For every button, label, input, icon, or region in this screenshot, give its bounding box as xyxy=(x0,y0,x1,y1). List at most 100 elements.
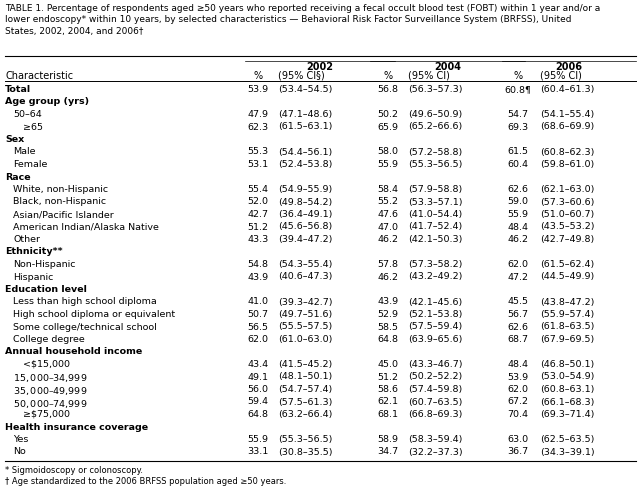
Text: 55.4: 55.4 xyxy=(247,185,269,194)
Text: $15,000–$34,999: $15,000–$34,999 xyxy=(13,372,87,385)
Text: 43.4: 43.4 xyxy=(247,360,269,369)
Text: 54.7: 54.7 xyxy=(508,110,528,119)
Text: 58.0: 58.0 xyxy=(378,147,399,157)
Text: 68.7: 68.7 xyxy=(508,335,528,344)
Text: (53.0–54.9): (53.0–54.9) xyxy=(540,372,594,382)
Text: (36.4–49.1): (36.4–49.1) xyxy=(278,210,333,219)
Text: 68.1: 68.1 xyxy=(378,410,399,419)
Text: 67.2: 67.2 xyxy=(508,398,528,407)
Text: Other: Other xyxy=(13,235,40,244)
Text: (66.1–68.3): (66.1–68.3) xyxy=(540,398,594,407)
Text: (47.1–48.6): (47.1–48.6) xyxy=(278,110,332,119)
Text: (49.8–54.2): (49.8–54.2) xyxy=(278,198,332,206)
Text: (44.5–49.9): (44.5–49.9) xyxy=(540,272,594,282)
Text: (42.1–45.6): (42.1–45.6) xyxy=(408,298,462,306)
Text: (95% CI): (95% CI) xyxy=(408,71,450,81)
Text: (66.8–69.3): (66.8–69.3) xyxy=(408,410,462,419)
Text: Less than high school diploma: Less than high school diploma xyxy=(13,298,157,306)
Text: 34.7: 34.7 xyxy=(378,447,399,456)
Text: (56.3–57.3): (56.3–57.3) xyxy=(408,85,463,94)
Text: 59.0: 59.0 xyxy=(508,198,528,206)
Text: (45.6–56.8): (45.6–56.8) xyxy=(278,223,332,231)
Text: (41.0–54.4): (41.0–54.4) xyxy=(408,210,462,219)
Text: 61.5: 61.5 xyxy=(508,147,528,157)
Text: (55.3–56.5): (55.3–56.5) xyxy=(408,160,462,169)
Text: † Age standardized to the 2006 BRFSS population aged ≥50 years.: † Age standardized to the 2006 BRFSS pop… xyxy=(5,477,287,487)
Text: 70.4: 70.4 xyxy=(508,410,528,419)
Text: TABLE 1. Percentage of respondents aged ≥50 years who reported receiving a fecal: TABLE 1. Percentage of respondents aged … xyxy=(5,4,600,36)
Text: (51.0–60.7): (51.0–60.7) xyxy=(540,210,594,219)
Text: (59.8–61.0): (59.8–61.0) xyxy=(540,160,594,169)
Text: 62.0: 62.0 xyxy=(508,385,528,394)
Text: %: % xyxy=(253,71,263,81)
Text: (60.7–63.5): (60.7–63.5) xyxy=(408,398,462,407)
Text: (68.6–69.9): (68.6–69.9) xyxy=(540,122,594,131)
Text: 55.2: 55.2 xyxy=(378,198,399,206)
Text: 62.6: 62.6 xyxy=(508,185,528,194)
Text: (53.3–57.1): (53.3–57.1) xyxy=(408,198,463,206)
Text: 58.6: 58.6 xyxy=(378,385,399,394)
Text: Race: Race xyxy=(5,172,31,182)
Text: 2002: 2002 xyxy=(306,62,333,72)
Text: 43.3: 43.3 xyxy=(247,235,269,244)
Text: (65.2–66.6): (65.2–66.6) xyxy=(408,122,462,131)
Text: ≥$75,000: ≥$75,000 xyxy=(23,410,70,419)
Text: 55.9: 55.9 xyxy=(508,210,528,219)
Text: (57.5–59.4): (57.5–59.4) xyxy=(408,323,462,331)
Text: (60.4–61.3): (60.4–61.3) xyxy=(540,85,594,94)
Text: 62.6: 62.6 xyxy=(508,323,528,331)
Text: ≥65: ≥65 xyxy=(23,122,43,131)
Text: 60.8¶: 60.8¶ xyxy=(504,85,531,94)
Text: 46.2: 46.2 xyxy=(378,272,399,282)
Text: (57.3–60.6): (57.3–60.6) xyxy=(540,198,594,206)
Text: (62.5–63.5): (62.5–63.5) xyxy=(540,435,594,444)
Text: 58.9: 58.9 xyxy=(378,435,399,444)
Text: (67.9–69.5): (67.9–69.5) xyxy=(540,335,594,344)
Text: (63.9–65.6): (63.9–65.6) xyxy=(408,335,462,344)
Text: (61.8–63.5): (61.8–63.5) xyxy=(540,323,594,331)
Text: Yes: Yes xyxy=(13,435,28,444)
Text: (30.8–35.5): (30.8–35.5) xyxy=(278,447,333,456)
Text: 47.9: 47.9 xyxy=(247,110,269,119)
Text: 62.0: 62.0 xyxy=(508,260,528,269)
Text: (61.5–62.4): (61.5–62.4) xyxy=(540,260,594,269)
Text: White, non-Hispanic: White, non-Hispanic xyxy=(13,185,108,194)
Text: (55.9–57.4): (55.9–57.4) xyxy=(540,310,594,319)
Text: 64.8: 64.8 xyxy=(247,410,269,419)
Text: (34.3–39.1): (34.3–39.1) xyxy=(540,447,595,456)
Text: 50–64: 50–64 xyxy=(13,110,42,119)
Text: 59.4: 59.4 xyxy=(247,398,269,407)
Text: 54.8: 54.8 xyxy=(247,260,269,269)
Text: 45.0: 45.0 xyxy=(378,360,399,369)
Text: (57.5–61.3): (57.5–61.3) xyxy=(278,398,333,407)
Text: 56.5: 56.5 xyxy=(247,323,269,331)
Text: $50,000–$74,999: $50,000–$74,999 xyxy=(13,398,87,409)
Text: 56.0: 56.0 xyxy=(247,385,269,394)
Text: 2006: 2006 xyxy=(556,62,583,72)
Text: (42.1–50.3): (42.1–50.3) xyxy=(408,235,462,244)
Text: (41.5–45.2): (41.5–45.2) xyxy=(278,360,332,369)
Text: 42.7: 42.7 xyxy=(247,210,269,219)
Text: 49.1: 49.1 xyxy=(247,372,269,382)
Text: 58.5: 58.5 xyxy=(378,323,399,331)
Text: * Sigmoidoscopy or colonoscopy.: * Sigmoidoscopy or colonoscopy. xyxy=(5,466,143,475)
Text: 43.9: 43.9 xyxy=(378,298,399,306)
Text: 47.6: 47.6 xyxy=(378,210,399,219)
Text: 62.3: 62.3 xyxy=(247,122,269,131)
Text: (57.2–58.8): (57.2–58.8) xyxy=(408,147,462,157)
Text: (63.2–66.4): (63.2–66.4) xyxy=(278,410,333,419)
Text: (43.2–49.2): (43.2–49.2) xyxy=(408,272,462,282)
Text: 53.9: 53.9 xyxy=(508,372,529,382)
Text: (61.0–63.0): (61.0–63.0) xyxy=(278,335,333,344)
Text: 48.4: 48.4 xyxy=(508,223,528,231)
Text: (49.7–51.6): (49.7–51.6) xyxy=(278,310,332,319)
Text: (49.6–50.9): (49.6–50.9) xyxy=(408,110,462,119)
Text: 51.2: 51.2 xyxy=(378,372,399,382)
Text: 53.9: 53.9 xyxy=(247,85,269,94)
Text: Education level: Education level xyxy=(5,285,87,294)
Text: 43.9: 43.9 xyxy=(247,272,269,282)
Text: (57.9–58.8): (57.9–58.8) xyxy=(408,185,462,194)
Text: American Indian/Alaska Native: American Indian/Alaska Native xyxy=(13,223,159,231)
Text: (95% CI): (95% CI) xyxy=(540,71,582,81)
Text: Characteristic: Characteristic xyxy=(5,71,73,81)
